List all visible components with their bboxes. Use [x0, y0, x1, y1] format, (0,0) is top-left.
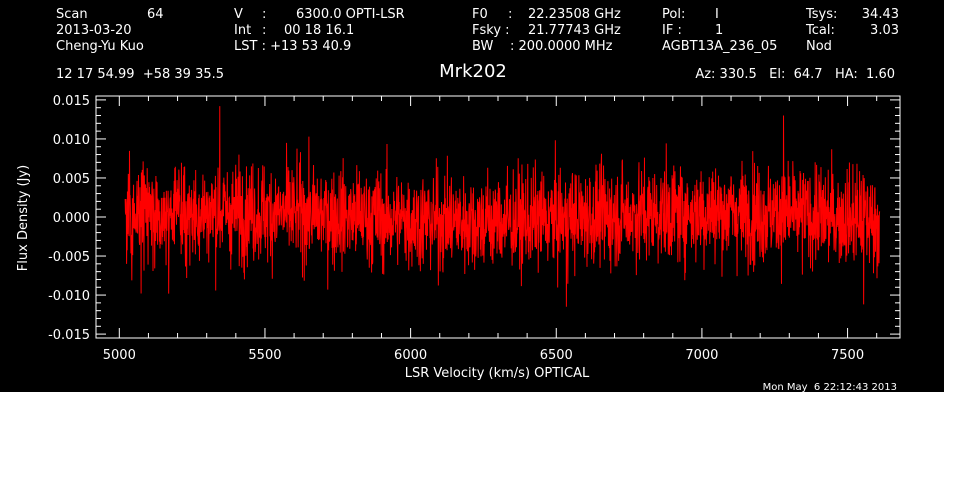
fsky-label: Fsky : — [472, 23, 510, 38]
pol-label: Pol: — [662, 7, 685, 22]
observer-name: Cheng-Yu Kuo — [56, 39, 144, 54]
int-colon: : — [262, 23, 266, 38]
velocity-label: V — [234, 7, 243, 22]
bw-label: BW — [472, 39, 493, 54]
f0-label: F0 — [472, 7, 488, 22]
velocity-value: 6300.0 OPTI-LSR — [296, 7, 405, 22]
if-label: IF : — [662, 23, 682, 38]
f0-colon: : — [508, 7, 512, 22]
x-tick-label: 7000 — [685, 348, 718, 363]
x-tick-labels: 5000 5500 6000 6500 7000 7500 — [103, 348, 864, 363]
y-axis-label: Flux Density (Jy) — [16, 165, 31, 271]
spectrum-line — [124, 106, 881, 307]
int-label: Int — [234, 23, 251, 38]
spectrum-chart: Scan 64 2013-03-20 Cheng-Yu Kuo V : 6300… — [16, 7, 901, 392]
y-tick-label: -0.010 — [48, 289, 90, 304]
x-tick-label: 5500 — [248, 348, 281, 363]
velocity-colon: : — [262, 7, 266, 22]
source-coords: 12 17 54.99 +58 39 35.5 — [56, 67, 224, 82]
source-name: Mrk202 — [439, 61, 507, 82]
fsky-value: 21.77743 GHz — [528, 23, 621, 38]
bw-value: : 200.0000 MHz — [510, 39, 613, 54]
timestamp: Mon May 6 22:12:43 2013 — [763, 382, 897, 392]
scan-label: Scan — [56, 7, 88, 22]
x-axis-label: LSR Velocity (km/s) OPTICAL — [405, 366, 590, 381]
spectrum-plot-panel: Scan 64 2013-03-20 Cheng-Yu Kuo V : 6300… — [0, 0, 944, 392]
if-value: 1 — [715, 23, 723, 38]
y-tick-label: -0.015 — [48, 328, 90, 343]
tcal-value: 3.03 — [870, 23, 899, 38]
y-tick-label: 0.010 — [53, 133, 90, 148]
f0-value: 22.23508 GHz — [528, 7, 621, 22]
obs-mode: Nod — [806, 39, 832, 54]
y-tick-label: 0.000 — [53, 211, 90, 226]
axis-ticks — [96, 96, 900, 338]
date-value: 2013-03-20 — [56, 23, 132, 38]
y-tick-label: -0.005 — [48, 250, 90, 265]
tsys-label: Tsys: — [805, 7, 837, 22]
x-tick-label: 6000 — [394, 348, 427, 363]
int-value: 00 18 16.1 — [284, 23, 354, 38]
tsys-value: 34.43 — [862, 7, 899, 22]
lst-value: LST : +13 53 40.9 — [234, 39, 351, 54]
project-id: AGBT13A_236_05 — [662, 39, 777, 54]
pol-value: I — [715, 7, 719, 22]
y-tick-labels: 0.015 0.010 0.005 0.000 -0.005 -0.010 -0.015 — [48, 94, 90, 343]
x-tick-label: 7500 — [831, 348, 864, 363]
az-el-ha: Az: 330.5 El: 64.7 HA: 1.60 — [695, 67, 895, 82]
y-tick-label: 0.015 — [53, 94, 90, 109]
x-tick-label: 6500 — [540, 348, 573, 363]
header-info: Scan 64 2013-03-20 Cheng-Yu Kuo V : 6300… — [56, 7, 899, 82]
tcal-label: Tcal: — [805, 23, 835, 38]
scan-number: 64 — [147, 7, 164, 22]
y-tick-label: 0.005 — [53, 172, 90, 187]
x-tick-label: 5000 — [103, 348, 136, 363]
